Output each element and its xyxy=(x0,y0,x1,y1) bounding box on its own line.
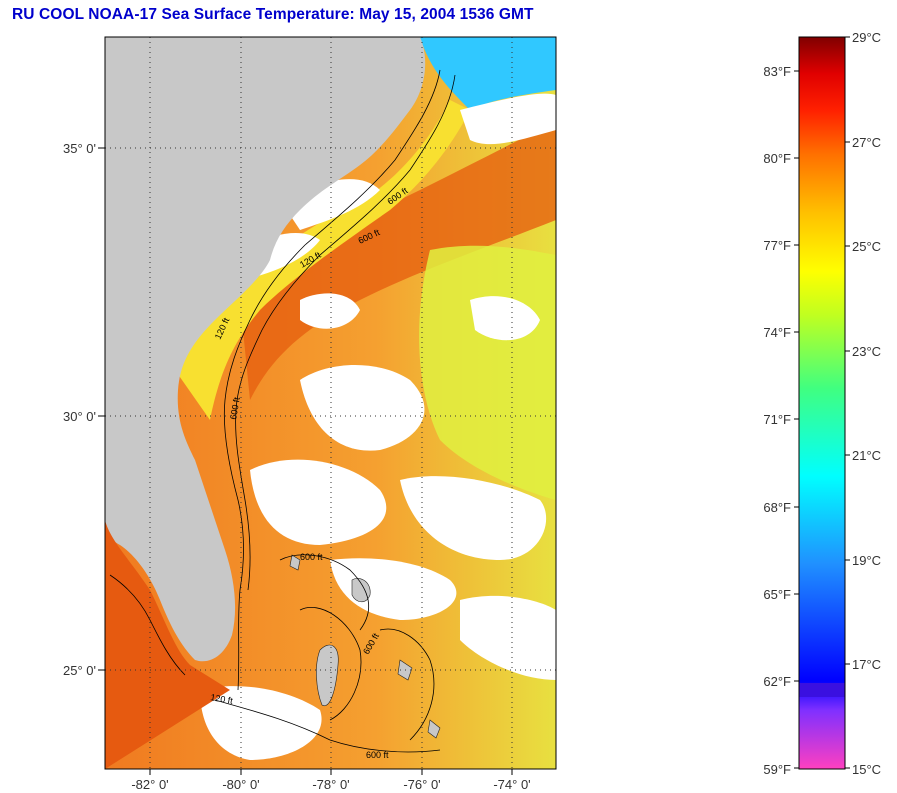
colorbar-f-label: 83°F xyxy=(763,64,791,79)
colorbar-c-ticks xyxy=(845,36,850,769)
gulf-stream-band xyxy=(240,120,556,400)
land-florida xyxy=(105,460,236,662)
colorbar-c-label: 27°C xyxy=(852,135,881,150)
colorbar-f-ticks xyxy=(794,70,799,769)
lat-label-30: 30° 0' xyxy=(63,409,96,424)
colorbar-frame xyxy=(798,36,846,770)
cloud-cover xyxy=(200,93,556,760)
colorbar-c-label: 25°C xyxy=(852,239,881,254)
colorbar-f-label: 62°F xyxy=(763,674,791,689)
lon-label-78: -78° 0' xyxy=(312,777,349,792)
lon-label-74: -74° 0' xyxy=(493,777,530,792)
lat-label-25: 25° 0' xyxy=(63,663,96,678)
lon-label-76: -76° 0' xyxy=(403,777,440,792)
colorbar-c-label: 19°C xyxy=(852,553,881,568)
colorbar-band xyxy=(799,683,845,697)
colorbar-c-label: 17°C xyxy=(852,657,881,672)
bahamas-islands xyxy=(289,554,441,739)
colorbar: 83°F 80°F 77°F 74°F 71°F 68°F 65°F 62°F … xyxy=(763,30,881,777)
colorbar-f-label: 80°F xyxy=(763,151,791,166)
lon-label-82: -82° 0' xyxy=(131,777,168,792)
graticule-grid xyxy=(105,37,556,769)
shelf-water xyxy=(175,100,470,420)
contour-label: 120 ft xyxy=(210,692,234,706)
colorbar-c-label: 29°C xyxy=(852,30,881,45)
map-panel: 600 ft 120 ft 600 ft 120 ft 600 ft 600 f… xyxy=(105,37,556,769)
colorbar-c-label: 15°C xyxy=(852,762,881,777)
contour-label: 600 ft xyxy=(228,396,242,420)
colorbar-f-label: 71°F xyxy=(763,412,791,427)
land-mainland xyxy=(105,37,426,460)
colorbar-f-label: 65°F xyxy=(763,587,791,602)
cold-water-north xyxy=(420,37,556,110)
lon-label-80: -80° 0' xyxy=(222,777,259,792)
colorbar-f-label: 68°F xyxy=(763,500,791,515)
lat-label-35: 35° 0' xyxy=(63,141,96,156)
colorbar-c-label: 23°C xyxy=(852,344,881,359)
map-title: RU COOL NOAA-17 Sea Surface Temperature:… xyxy=(12,6,534,23)
colorbar-c-label: 21°C xyxy=(852,448,881,463)
colorbar-gradient xyxy=(799,37,845,769)
contour-label: 600 ft xyxy=(300,552,323,562)
gulf-of-mexico-water xyxy=(105,520,230,769)
axis-ticks xyxy=(98,147,513,775)
contour-label: 600 ft xyxy=(366,750,389,760)
colorbar-f-label: 77°F xyxy=(763,238,791,253)
colorbar-f-label: 59°F xyxy=(763,762,791,777)
colorbar-f-label: 74°F xyxy=(763,325,791,340)
